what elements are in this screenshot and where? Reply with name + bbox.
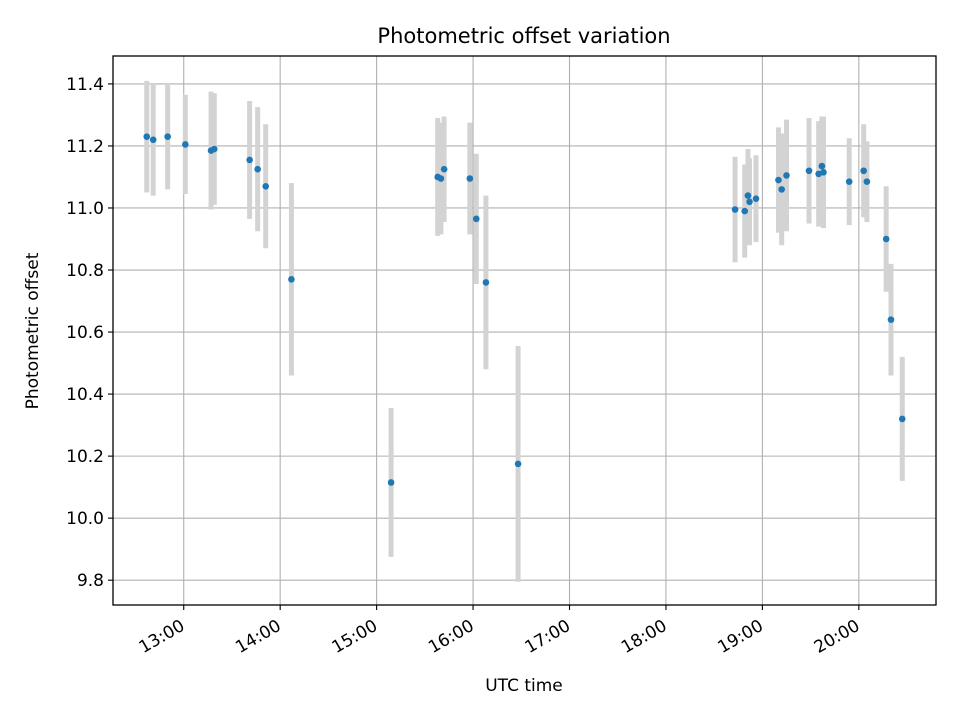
data-point — [262, 182, 270, 190]
data-point — [746, 198, 753, 206]
data-point — [288, 276, 295, 283]
data-point — [775, 176, 782, 184]
data-points — [143, 133, 906, 486]
data-point — [805, 167, 813, 175]
data-point — [440, 165, 448, 173]
y-tick-label: 11.2 — [66, 137, 104, 157]
y-tick-label: 9.8 — [77, 571, 104, 591]
x-tick-label: 20:00 — [811, 616, 863, 658]
data-point — [820, 169, 827, 176]
data-point — [752, 195, 760, 202]
data-point — [246, 156, 253, 164]
data-point — [744, 192, 752, 199]
data-point — [437, 175, 445, 182]
y-tick-label: 10.4 — [66, 385, 104, 405]
y-tick-label: 10.2 — [66, 447, 104, 467]
error-bars — [144, 80, 905, 582]
data-point — [741, 207, 749, 215]
x-tick-label: 16:00 — [425, 616, 477, 658]
y-tick-label: 10.6 — [66, 323, 104, 343]
chart-title: Photometric offset variation — [377, 24, 670, 48]
data-point — [164, 133, 171, 140]
data-point — [778, 186, 785, 193]
data-point — [466, 175, 474, 182]
data-point — [882, 235, 890, 243]
data-point — [783, 172, 790, 179]
grid-lines — [113, 56, 936, 605]
data-point — [387, 479, 395, 486]
y-tick-label: 11.4 — [66, 75, 104, 95]
data-point — [863, 178, 871, 185]
x-tick-label: 17:00 — [522, 616, 574, 658]
plot-frame — [112, 55, 937, 606]
data-point — [514, 460, 522, 468]
data-point — [731, 206, 739, 213]
y-tick-label: 10.0 — [66, 509, 104, 529]
y-tick-label: 10.8 — [66, 261, 104, 281]
data-point — [472, 215, 480, 223]
x-tick-label: 14:00 — [232, 616, 284, 658]
data-point — [254, 165, 261, 173]
x-axis-ticks: 13:00 14:00 15:00 16:00 17:00 18:00 19:00 20:00 — [136, 605, 863, 658]
data-point — [845, 178, 853, 185]
data-point — [149, 136, 157, 144]
data-point — [860, 167, 867, 175]
x-axis-label: UTC time — [485, 676, 563, 696]
x-tick-label: 18:00 — [618, 616, 670, 658]
data-point — [143, 133, 151, 140]
data-point — [818, 162, 826, 170]
y-tick-label: 11.0 — [66, 199, 104, 219]
data-point — [210, 145, 218, 153]
data-point — [887, 316, 895, 323]
y-axis-label: Photometric offset — [23, 252, 43, 409]
data-point — [482, 279, 490, 286]
data-point — [898, 415, 906, 423]
data-point — [182, 141, 189, 148]
y-axis-ticks: 9.8 10.0 10.2 10.4 10.6 10.8 11.0 11.2 11.4 — [66, 75, 113, 591]
x-tick-label: 19:00 — [714, 616, 766, 658]
x-tick-label: 15:00 — [329, 616, 381, 658]
x-tick-label: 13:00 — [136, 616, 188, 658]
